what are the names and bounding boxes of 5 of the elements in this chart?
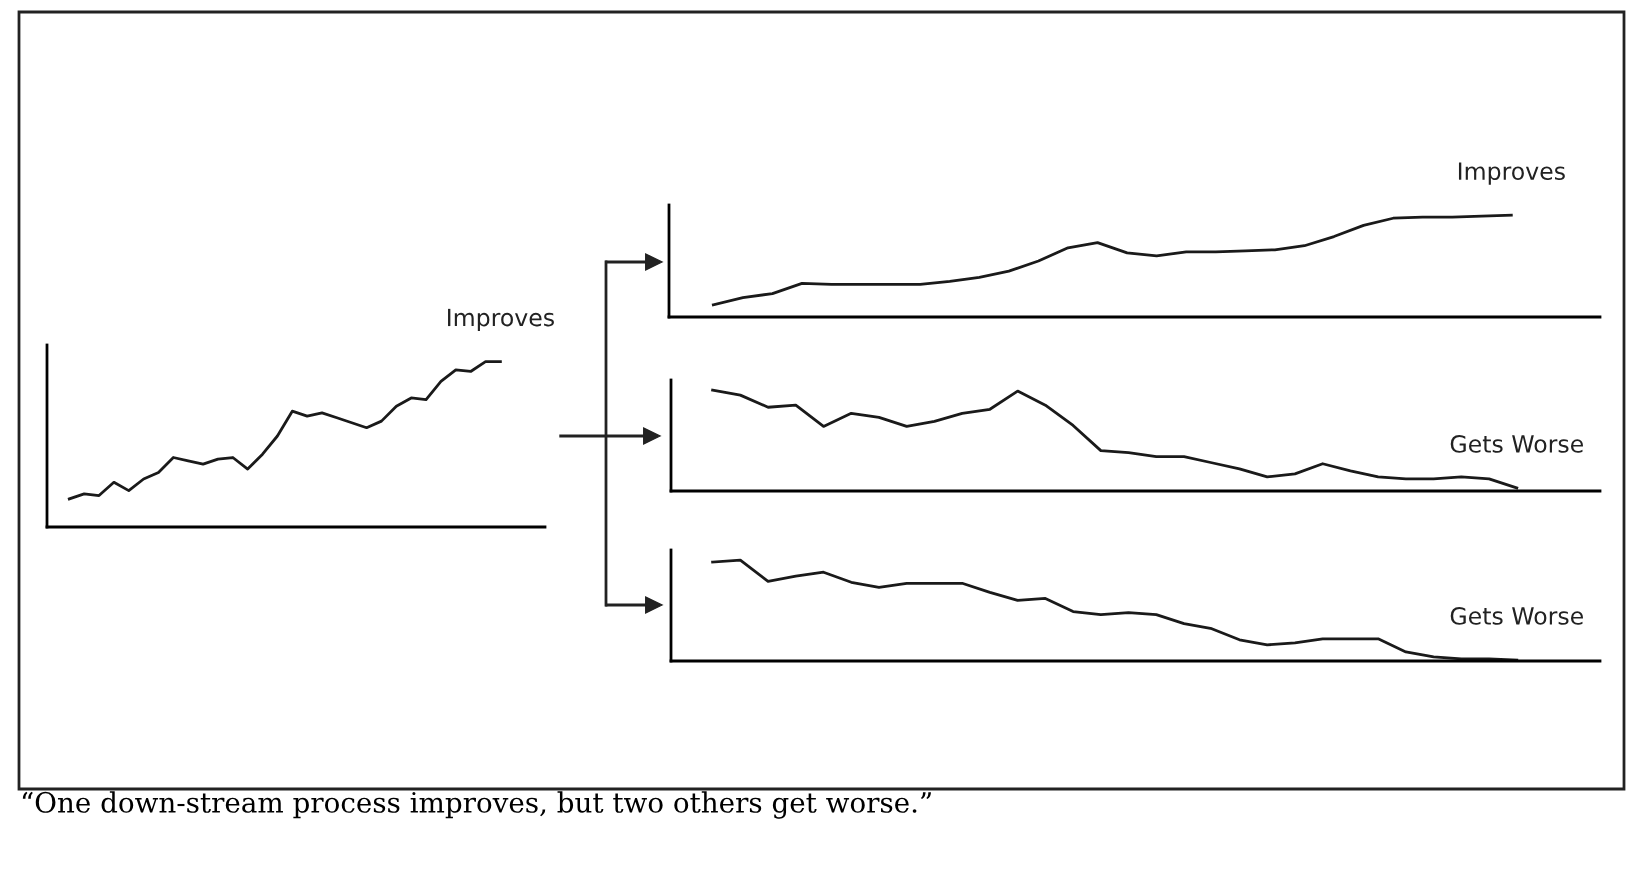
series-label: Gets Worse <box>1450 607 1583 625</box>
series-label: Gets Worse <box>1450 434 1583 453</box>
series-label: Improves <box>448 308 554 331</box>
text: “One down-stream process improves, but two others get worse.” <box>22 791 931 819</box>
series-label: Improves <box>1458 162 1565 185</box>
